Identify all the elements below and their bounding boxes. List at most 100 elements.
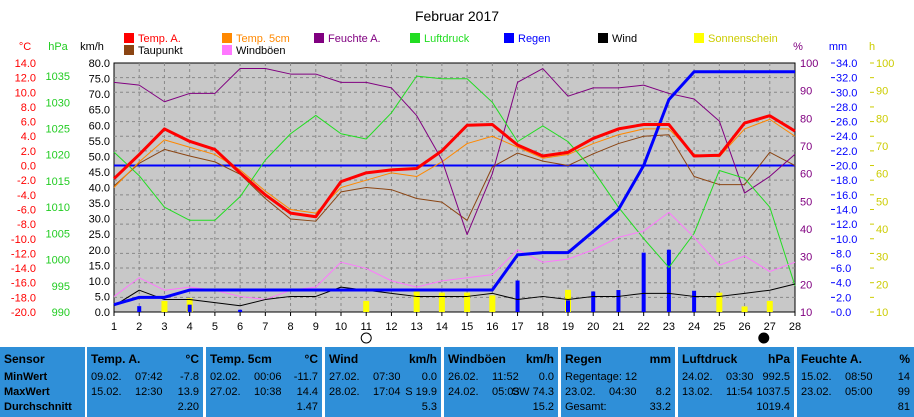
- stat-row: Durchschnitt: [0, 400, 85, 415]
- y-tick-label-rain: 12.0: [836, 219, 857, 231]
- stat-date: 27.02.: [329, 371, 360, 383]
- y-tick-label-sun: 50: [876, 196, 888, 208]
- legend-label: Temp. A.: [138, 33, 181, 45]
- x-tick-label: 3: [161, 321, 167, 333]
- legend-swatch: [222, 45, 232, 55]
- stat-date: 26.02.: [448, 371, 479, 383]
- y-tick-label-wind: 50.0: [89, 151, 110, 163]
- stat-time: 11:54: [726, 386, 753, 398]
- stat-time: 00:06: [254, 371, 282, 383]
- stat-value: S 19.9: [405, 386, 437, 398]
- stat-time: 05:03: [492, 386, 520, 398]
- stat-header-label: Temp. A.: [91, 352, 141, 366]
- stat-header-label: Regen: [565, 352, 602, 366]
- statistics-table: Sensor MinWert MaxWert Durchschnitt Temp. A.…: [0, 347, 914, 417]
- y-tick-label-temp: 4.0: [21, 131, 36, 143]
- stat-value: 2.20: [177, 401, 199, 413]
- y-tick-label-rain: 8.0: [836, 248, 851, 260]
- y-tick-label-wind: 40.0: [89, 183, 110, 195]
- stat-header-label: Luftdruck: [682, 352, 738, 366]
- y-tick-label-sun: 80: [876, 113, 888, 125]
- rain-bar: [515, 280, 520, 312]
- stat-row: 24.02. 03:30 992.5: [678, 370, 794, 385]
- stat-row: 15.2: [444, 400, 558, 415]
- stat-header: Feuchte A.%: [797, 350, 914, 368]
- y-tick-label-humidity: 10: [800, 307, 812, 319]
- y-tick-label-humidity: 40: [800, 224, 812, 236]
- stat-value: 1019.4: [756, 401, 790, 413]
- stat-header-label: Wind: [329, 352, 359, 366]
- y-tick-label-sun: 30: [876, 252, 888, 264]
- y-tick-label-humidity: 70: [800, 141, 812, 153]
- stat-value: 1037.5: [756, 386, 790, 398]
- y-tick-label-temp: 12.0: [15, 73, 36, 85]
- stat-time: 07:30: [373, 371, 401, 383]
- y-tick-label-humidity: 30: [800, 252, 812, 264]
- series-line-regen: [113, 70, 795, 307]
- stat-row: 09.02. 07:42 -7.8: [87, 370, 203, 385]
- stat-header-unit: hPa: [767, 352, 790, 366]
- y-tick-label-temp: 6.0: [21, 117, 36, 129]
- y-tick-label-rain: 4.0: [836, 278, 851, 290]
- y-tick-label-temp: -14.0: [11, 263, 36, 275]
- stat-value: -7.8: [180, 371, 199, 383]
- stat-header-unit: mm: [649, 352, 671, 366]
- stat-header: Temp. 5cm °C: [206, 350, 322, 368]
- stat-box-luftdruck: Luftdruck hPa 24.02. 03:30 992.5 13.02. 11:54 1…: [678, 347, 794, 417]
- stat-time: 17:04: [373, 386, 401, 398]
- y-tick-label-sun: 70: [876, 141, 888, 153]
- y-tick-label-rain: 16.0: [836, 190, 857, 202]
- legend-label: Feuchte A.: [328, 33, 381, 45]
- x-tick-label: 9: [313, 321, 319, 333]
- sun-bar: [161, 300, 168, 312]
- y-tick-label-temp: -2.0: [17, 175, 36, 187]
- sun-bar: [741, 306, 748, 312]
- y-tick-label-sun: 60: [876, 169, 888, 181]
- stat-date: 24.02.: [682, 371, 713, 383]
- stat-row: 27.02. 10:38 14.4: [206, 385, 322, 400]
- stat-row: 1019.4: [678, 400, 794, 415]
- y-tick-label-temp: 0.0: [21, 161, 36, 173]
- stat-row: 15.02. 08:50 14: [797, 370, 914, 385]
- y-tick-label-temp: 14.0: [15, 58, 36, 70]
- stat-box-sensor: Sensor MinWert MaxWert Durchschnitt: [0, 347, 85, 417]
- y-tick-label-sun: 40: [876, 224, 888, 236]
- stat-time: 04:30: [609, 386, 637, 398]
- stat-value: 13.9: [177, 386, 199, 398]
- y-tick-label-rain: 30.0: [836, 87, 857, 99]
- stat-header: Windböen km/h: [444, 350, 558, 368]
- rain-bar: [566, 300, 570, 312]
- rain-bars: [137, 249, 697, 312]
- stat-row: 2.20: [87, 400, 203, 415]
- x-tick-label: 18: [537, 321, 549, 333]
- y-tick-label-humidity: 80: [800, 113, 812, 125]
- series-line-feuchte-a-: [113, 68, 796, 236]
- y-tick-label-rain: 24.0: [836, 131, 857, 143]
- x-tick-label: 19: [562, 321, 574, 333]
- stat-date: 13.02.: [682, 386, 713, 398]
- y-tick-label-temp: -8.0: [17, 219, 36, 231]
- y-tick-label-rain: 2.0: [836, 292, 851, 304]
- y-tick-label-temp: -18.0: [11, 292, 36, 304]
- y-tick-label-rain: 22.0: [836, 146, 857, 158]
- stat-header: Wind km/h: [325, 350, 441, 368]
- stat-value: 14.4: [296, 386, 318, 398]
- y-tick-label-wind: 0.0: [95, 307, 110, 319]
- stat-header-unit: °C: [185, 352, 199, 366]
- y-tick-label-wind: 5.0: [95, 291, 110, 303]
- y-tick-label-pressure: 1020: [46, 150, 70, 162]
- sun-bar: [413, 289, 420, 312]
- stat-row: 23.02. 04:30 8.2: [561, 385, 675, 400]
- y-tick-label-rain: 32.0: [836, 73, 857, 85]
- sun-bar: [438, 292, 445, 312]
- stat-value: 0.0: [421, 371, 437, 383]
- x-tick-label: 17: [511, 321, 523, 333]
- stat-time: 03:30: [726, 371, 754, 383]
- series-line-taupunkt: [113, 134, 796, 222]
- x-tick-label: 11: [361, 321, 372, 333]
- axis-unit-temp: °C: [19, 41, 31, 53]
- y-tick-label-pressure: 990: [52, 307, 70, 319]
- legend-swatch: [314, 33, 324, 43]
- legend-swatch: [598, 33, 608, 43]
- stat-time: 11:52: [492, 371, 519, 383]
